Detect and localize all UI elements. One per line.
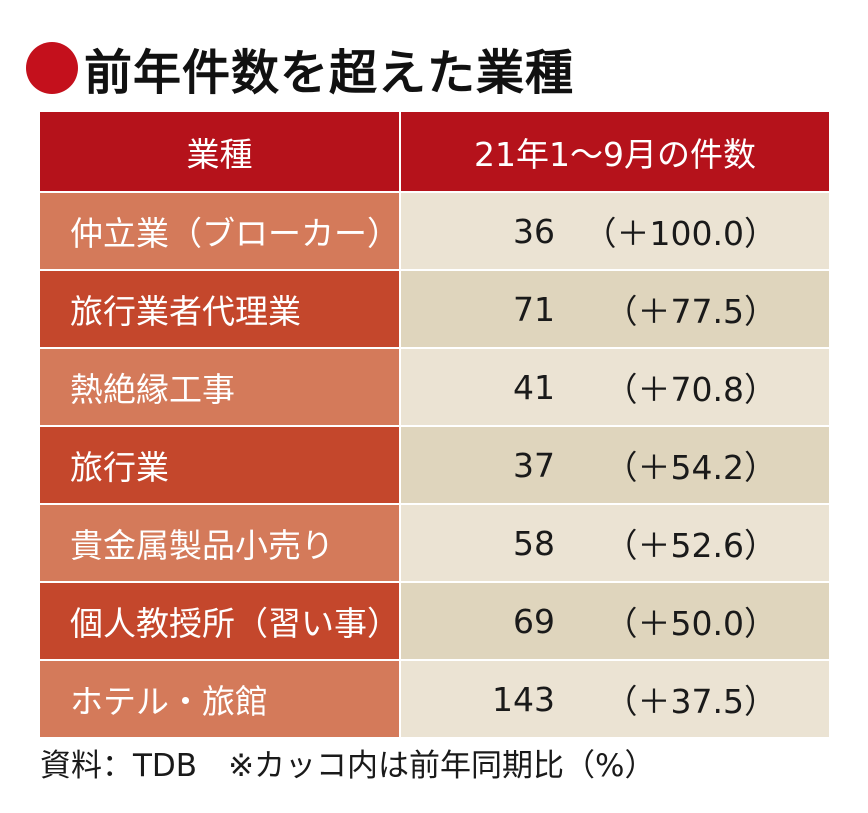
- value-cell: 37 （＋54.2）: [401, 427, 829, 503]
- industry-name-cell: 旅行業: [40, 427, 401, 503]
- value-cell: 69 （＋50.0）: [401, 583, 829, 659]
- value-cell: 41 （＋70.8）: [401, 349, 829, 425]
- industry-table: 業種 21年1～9月の件数 仲立業（ブローカー） 36 （＋100.0） 旅行業者代理…: [40, 112, 829, 737]
- case-count: 69: [513, 601, 555, 641]
- yoy-change: （＋37.5）: [604, 682, 777, 721]
- yoy-change: （＋52.6）: [604, 526, 777, 565]
- yoy-change: （＋50.0）: [604, 604, 777, 643]
- case-count: 37: [513, 445, 555, 485]
- case-count: 41: [513, 367, 555, 407]
- industry-name-cell: 個人教授所（習い事）: [40, 583, 401, 659]
- industry-name-cell: 仲立業（ブローカー）: [40, 193, 401, 269]
- yoy-change: （＋54.2）: [604, 448, 777, 487]
- value-cell: 71 （＋77.5）: [401, 271, 829, 347]
- case-count: 58: [513, 523, 555, 563]
- industry-name-cell: 熱絶縁工事: [40, 349, 401, 425]
- title-bullet-icon: [26, 42, 78, 94]
- case-count: 36: [513, 211, 555, 251]
- yoy-change: （＋77.5）: [604, 292, 777, 331]
- case-count: 71: [513, 289, 555, 329]
- case-count: 143: [492, 679, 555, 719]
- title-row: 前年件数を超えた業種: [26, 36, 575, 101]
- yoy-change: （＋100.0）: [583, 214, 777, 253]
- industry-name-cell: 旅行業者代理業: [40, 271, 401, 347]
- industry-name-cell: ホテル・旅館: [40, 661, 401, 737]
- header-count: 21年1～9月の件数: [401, 112, 829, 191]
- source-footnote: 資料：TDB ※カッコ内は前年同期比（%）: [40, 748, 656, 784]
- chart-title: 前年件数を超えた業種: [84, 45, 575, 101]
- header-industry: 業種: [40, 112, 401, 191]
- value-cell: 143 （＋37.5）: [401, 661, 829, 737]
- yoy-change: （＋70.8）: [604, 370, 777, 409]
- industry-name-cell: 貴金属製品小売り: [40, 505, 401, 581]
- value-cell: 58 （＋52.6）: [401, 505, 829, 581]
- value-cell: 36 （＋100.0）: [401, 193, 829, 269]
